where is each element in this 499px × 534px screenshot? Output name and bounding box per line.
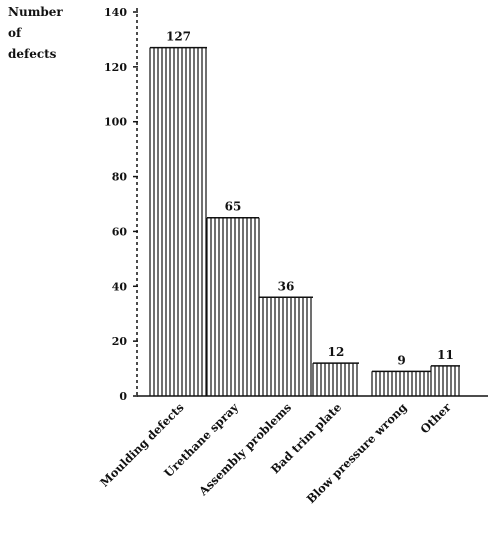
y-tick-label: 100 <box>104 116 127 129</box>
data-labels: 127 65 36 12 9 11 <box>166 30 454 368</box>
y-tick-label: 140 <box>104 6 127 19</box>
y-tick-label: 20 <box>112 335 128 348</box>
y-axis-label-line: of <box>8 26 22 40</box>
data-label: 127 <box>166 30 191 44</box>
data-label: 36 <box>278 279 295 293</box>
bars <box>149 46 460 396</box>
data-label: 12 <box>328 345 345 359</box>
y-tick-label: 0 <box>119 390 127 403</box>
y-tick-label: 60 <box>112 225 128 238</box>
data-label: 65 <box>225 200 242 214</box>
data-label: 9 <box>397 353 405 367</box>
category-label: Assembly problems <box>195 400 294 499</box>
y-axis-label-line: defects <box>8 47 57 61</box>
bar <box>312 362 359 396</box>
bar <box>149 46 207 396</box>
y-tick-label: 40 <box>112 280 128 293</box>
y-tick-label: 80 <box>112 171 128 184</box>
y-axis-label: Number of defects <box>8 5 63 61</box>
category-label: Other <box>418 400 455 437</box>
data-label: 11 <box>437 348 454 362</box>
y-axis-ticks: 0 20 40 60 80 100 120 140 <box>104 6 138 403</box>
bar <box>206 216 260 396</box>
bar <box>371 370 431 396</box>
bar <box>258 296 313 396</box>
y-axis-label-line: Number <box>8 5 63 19</box>
bar <box>430 365 460 396</box>
y-tick-label: 120 <box>104 61 127 74</box>
